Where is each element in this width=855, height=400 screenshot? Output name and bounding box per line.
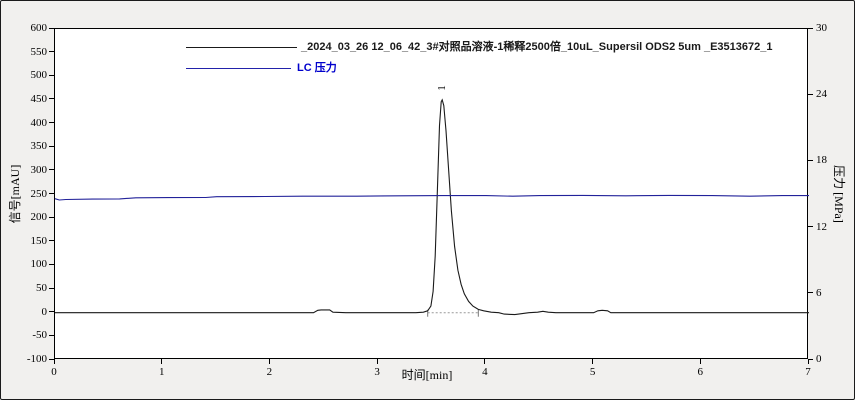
y-right-tick <box>808 292 813 294</box>
pressure-trace <box>54 194 809 201</box>
y-right-tick <box>808 358 813 360</box>
x-tick-label: 7 <box>805 366 811 378</box>
y-left-tick <box>49 122 54 124</box>
y-left-tick-label: 150 <box>30 234 48 247</box>
x-tick <box>53 359 55 364</box>
y-left-tick-label: 0 <box>41 305 48 318</box>
y-left-tick-label: 100 <box>30 258 48 271</box>
x-axis-title: 时间[min] <box>401 368 453 382</box>
y-left-tick-label: 350 <box>30 140 48 153</box>
x-tick <box>592 359 594 364</box>
legend-line-signal <box>186 47 297 48</box>
chromatogram-traces <box>54 98 809 317</box>
legend-label-signal: _2024_03_26 12_06_42_3#对照品溶液-1稀释2500倍_10… <box>301 41 773 53</box>
y-left-tick-label: 500 <box>30 69 48 82</box>
y-left-tick <box>49 169 54 171</box>
x-tick-label: 6 <box>697 366 704 378</box>
y-left-tick-label: 600 <box>30 22 48 34</box>
y-left-tick <box>49 74 54 76</box>
x-tick-label: 5 <box>589 366 596 378</box>
x-tick-label: 0 <box>51 366 57 378</box>
y-right-tick-label: 0 <box>816 353 822 365</box>
signal-trace <box>55 98 809 316</box>
x-tick <box>484 359 486 364</box>
y-left-tick <box>49 98 54 100</box>
y-right-tick-label: 18 <box>816 154 827 167</box>
plot-area: 1 <box>54 28 809 359</box>
y-left-tick <box>49 358 54 360</box>
y-left-tick-label: -50 <box>32 329 47 342</box>
y-left-tick <box>49 27 54 29</box>
y-right-tick-label: 6 <box>816 286 822 299</box>
y-right-tick <box>808 226 813 228</box>
y-axis-right-title: 压力 [MPa] <box>832 165 846 223</box>
y-left-tick <box>49 240 54 242</box>
legend-label-pressure: LC 压力 <box>297 62 337 74</box>
y-left-tick-label: 300 <box>30 163 48 176</box>
x-tick <box>376 359 378 364</box>
x-tick-label: 4 <box>482 366 488 378</box>
y-right-tick-label: 24 <box>816 88 827 101</box>
y-right-tick <box>808 159 813 161</box>
y-axis-left-title: 信号[mAU] <box>8 164 22 224</box>
y-left-tick <box>49 145 54 147</box>
y-right-tick <box>808 93 813 95</box>
y-left-tick <box>49 51 54 53</box>
y-left-tick-label: 450 <box>30 92 48 105</box>
y-left-tick-label: 50 <box>36 282 47 295</box>
peak-number-label: 1 <box>435 85 448 91</box>
y-left-tick <box>49 263 54 265</box>
y-right-tick-label: 12 <box>816 220 827 233</box>
x-tick <box>161 359 163 364</box>
y-left-tick <box>49 311 54 313</box>
x-tick <box>268 359 270 364</box>
legend-line-pressure <box>186 68 291 69</box>
y-left-tick <box>49 193 54 194</box>
x-tick-label: 3 <box>374 366 380 378</box>
x-tick-label: 1 <box>158 366 165 378</box>
y-right-tick <box>808 27 813 29</box>
y-left-tick <box>49 334 54 336</box>
y-left-tick-label: 250 <box>30 187 48 200</box>
x-tick <box>807 359 809 364</box>
y-left-tick <box>49 287 54 289</box>
y-left-tick-label: 200 <box>30 211 48 224</box>
y-left-tick-label: 550 <box>30 45 48 58</box>
y-left-tick-label: -100 <box>26 353 47 365</box>
y-right-tick-label: 30 <box>816 22 827 34</box>
x-tick <box>699 359 701 364</box>
y-left-tick <box>49 216 54 218</box>
x-tick-label: 2 <box>266 366 273 378</box>
y-left-tick-label: 400 <box>30 116 48 129</box>
